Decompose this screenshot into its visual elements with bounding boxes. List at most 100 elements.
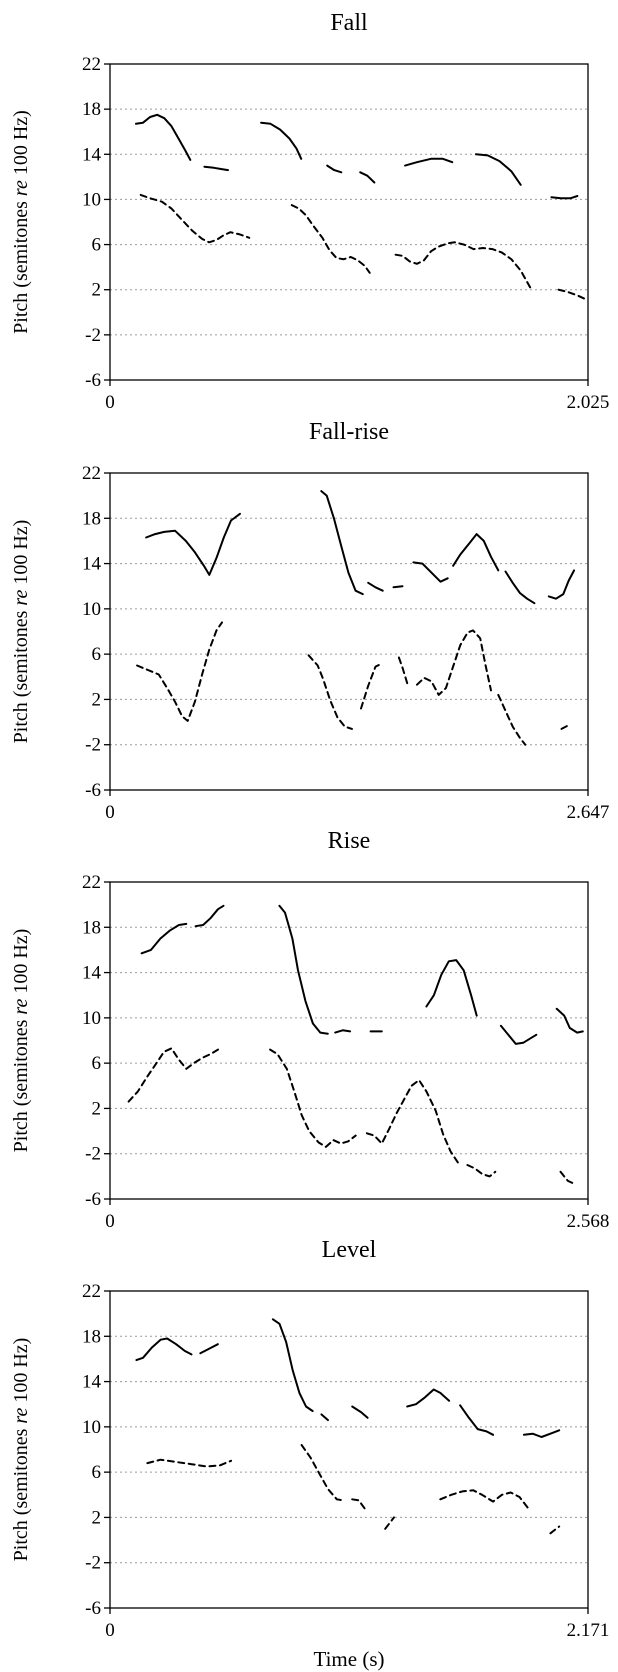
- solid-contour-segment-8: [555, 1007, 584, 1034]
- y-tick-label: 10: [82, 599, 101, 620]
- y-axis-label-part: Pitch (semitones: [10, 1424, 32, 1562]
- dashed-contour-segment-5: [416, 629, 492, 696]
- dashed-contour-segment-2: [290, 204, 371, 274]
- solid-contour-segment-6: [452, 533, 500, 572]
- dashed-contour-segment-3: [394, 241, 532, 289]
- y-tick-label: 18: [82, 1326, 101, 1347]
- solid-contour-segment-4: [392, 585, 404, 589]
- solid-contour-segment-8: [522, 1429, 561, 1438]
- y-tick-label: 14: [82, 1372, 102, 1393]
- solid-contour-segment-1: [135, 113, 192, 161]
- y-tick-label: 6: [92, 1053, 102, 1074]
- y-tick-label: -6: [85, 780, 101, 801]
- solid-contour-segment-6: [406, 1388, 451, 1408]
- x-tick-label: 0: [105, 392, 115, 413]
- solid-contour-segment-7: [499, 1024, 538, 1045]
- y-axis-label: Pitch (semitones re 100 Hz): [10, 929, 32, 1153]
- dashed-contour-segment-1: [127, 1047, 219, 1103]
- solid-contour-segment-2: [199, 1343, 219, 1355]
- chart-title: Rise: [328, 828, 371, 854]
- y-tick-label: 18: [82, 508, 101, 529]
- chart-panel-2: Fall-rise -6 -2 2 6 10 14 18 22 0 2.647 Pitch (semi…: [10, 419, 609, 823]
- y-tick-label: 22: [82, 872, 101, 893]
- chart-panel-4: Level -6 -2 2 6 10 14 18 22 0 2.171 Pitch (semitone…: [10, 1237, 609, 1641]
- solid-contour-segment-3: [260, 121, 303, 160]
- solid-contour-segment-7: [474, 153, 522, 186]
- solid-contour-segment-2: [320, 490, 364, 596]
- dashed-contour-segment-6: [549, 1525, 561, 1535]
- y-tick-label: 14: [82, 554, 102, 575]
- y-axis-label-part: Pitch (semitones: [10, 196, 32, 334]
- y-tick-label: 10: [82, 189, 101, 210]
- x-tick-label: 2.647: [567, 802, 610, 823]
- x-tick-label: 2.025: [567, 392, 610, 413]
- x-tick-label: 0: [105, 1211, 115, 1232]
- chart-title: Fall-rise: [309, 419, 389, 445]
- plot-frame: [109, 63, 589, 381]
- y-tick-label: 18: [82, 917, 101, 938]
- dashed-contour-segment-1: [146, 1458, 233, 1468]
- y-axis-label-part: Pitch (semitones: [10, 1015, 32, 1153]
- y-tick-label: 6: [92, 235, 102, 256]
- solid-contour-segment-5: [412, 561, 449, 583]
- y-tick-label: -6: [85, 1598, 101, 1619]
- solid-contour-segment-7: [504, 570, 536, 605]
- y-tick-label: 2: [92, 689, 102, 710]
- y-axis-label-part: 100 Hz): [10, 929, 32, 999]
- solid-contour-segment-6: [425, 959, 478, 1017]
- dashed-contour-segment-3: [365, 1079, 460, 1164]
- solid-contour-segment-5: [359, 171, 376, 184]
- solid-contour-segment-7: [459, 1404, 495, 1436]
- solid-contour-segment-3: [367, 581, 384, 592]
- x-tick-label: 0: [105, 1620, 115, 1641]
- solid-contour-segment-8: [550, 195, 579, 200]
- y-tick-label: 2: [92, 1507, 102, 1528]
- x-tick-label: 2.171: [567, 1620, 610, 1641]
- y-tick-label: 10: [82, 1417, 101, 1438]
- y-tick-label: -6: [85, 1189, 101, 1210]
- dashed-contour-segment-2: [269, 1048, 357, 1148]
- dashed-contour-segment-3: [351, 1498, 367, 1511]
- solid-contour-segment-5: [351, 1405, 369, 1419]
- y-axis-label-part: re: [10, 1408, 32, 1424]
- y-axis-label-part: re: [10, 180, 32, 196]
- y-tick-label: 22: [82, 54, 101, 75]
- x-tick-label: 0: [105, 802, 115, 823]
- y-axis-label: Pitch (semitones re 100 Hz): [10, 1338, 32, 1562]
- solid-contour-segment-4: [320, 1413, 329, 1422]
- y-axis-label: Pitch (semitones re 100 Hz): [10, 520, 32, 744]
- y-tick-label: 6: [92, 644, 102, 665]
- y-tick-label: -2: [85, 1144, 101, 1165]
- y-tick-label: 14: [82, 144, 102, 165]
- solid-contour-segment-3: [278, 904, 329, 1035]
- y-tick-label: -2: [85, 735, 101, 756]
- dashed-contour-segment-4: [557, 288, 586, 300]
- chart-panel-3: Rise -6 -2 2 6 10 14 18 22 0 2.568 Pitch (semitones…: [10, 828, 609, 1232]
- dashed-contour-segment-1: [136, 621, 223, 722]
- dashed-contour-segment-1: [139, 193, 251, 244]
- y-axis-label-part: 100 Hz): [10, 520, 32, 590]
- y-axis-label-part: Pitch (semitones: [10, 606, 32, 744]
- y-tick-label: 22: [82, 1281, 101, 1302]
- y-tick-label: -2: [85, 325, 101, 346]
- y-axis-label-part: re: [10, 999, 32, 1015]
- y-axis-label-part: 100 Hz): [10, 1338, 32, 1408]
- y-tick-label: -6: [85, 370, 101, 391]
- dashed-contour-segment-7: [560, 723, 572, 730]
- chart-title: Level: [322, 1237, 377, 1263]
- dashed-contour-segment-4: [397, 656, 409, 687]
- y-tick-label: 2: [92, 280, 102, 301]
- solid-contour-segment-2: [194, 904, 225, 928]
- dashed-contour-segment-5: [439, 1489, 530, 1510]
- x-tick-label: 2.568: [567, 1211, 610, 1232]
- y-tick-label: 2: [92, 1098, 102, 1119]
- solid-contour-segment-1: [135, 1337, 193, 1362]
- solid-contour-segment-4: [334, 1029, 352, 1034]
- solid-contour-segment-4: [326, 164, 343, 174]
- plot-frame: [109, 881, 589, 1200]
- plot-frame: [109, 1290, 589, 1609]
- dashed-contour-segment-2: [300, 1444, 345, 1502]
- y-axis-label: Pitch (semitones re 100 Hz): [10, 110, 32, 334]
- solid-contour-segment-8: [547, 569, 576, 600]
